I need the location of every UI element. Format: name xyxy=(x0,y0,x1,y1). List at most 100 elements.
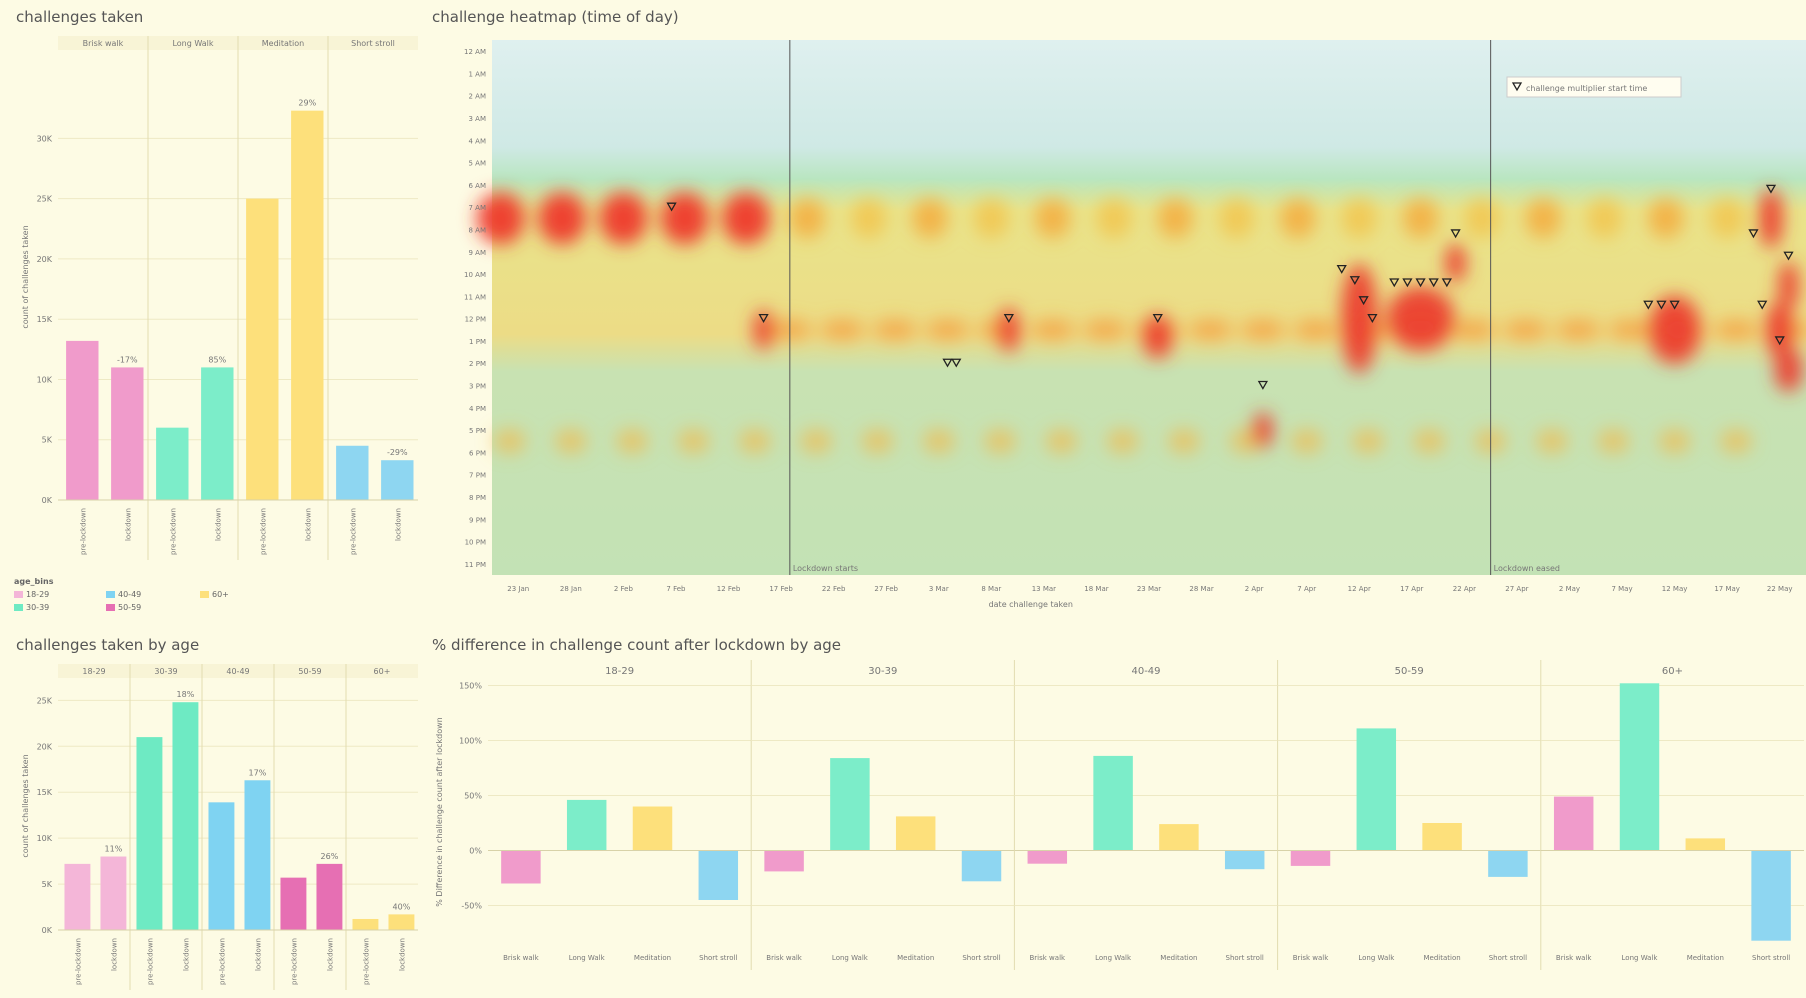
multiplier-marker xyxy=(1765,184,1777,194)
category-label: Long Walk xyxy=(832,954,869,962)
heat-hotspot xyxy=(1758,188,1783,249)
heat-blob-evening xyxy=(1168,429,1201,454)
category-label: Short stroll xyxy=(699,954,737,962)
bar-40-49-Brisk walk xyxy=(1027,850,1068,864)
hour-label: 5 AM xyxy=(468,160,486,168)
heat-blob-evening xyxy=(738,429,771,454)
date-label: 8 Mar xyxy=(981,585,1001,593)
bar-50-59-pre xyxy=(280,877,307,930)
x-tick-label: lockdown xyxy=(398,938,406,971)
hour-label: 3 PM xyxy=(469,383,486,391)
group-header-bg xyxy=(58,36,148,50)
hour-label: 1 PM xyxy=(469,338,486,346)
heatmap-svg: 12 AM 1 AM 2 AM 3 AM 4 AM 5 AM 6 AM 7 AM 8 AM 9 A… xyxy=(464,40,1806,609)
category-label: Long Walk xyxy=(1358,954,1395,962)
x-tick-label: lockdown xyxy=(110,938,118,971)
bar-18-29-Meditation xyxy=(632,806,673,851)
y-tick-label: 5K xyxy=(42,880,53,889)
bar-60+-pre xyxy=(352,918,379,930)
heat-hotspot xyxy=(1341,263,1378,374)
group-header-bg xyxy=(328,36,418,50)
heat-blob-evening xyxy=(616,429,649,454)
bar-18-29-Short stroll xyxy=(698,850,739,900)
category-label: Long Walk xyxy=(1095,954,1132,962)
hour-label: 9 PM xyxy=(469,516,486,524)
multiplier-marker xyxy=(1389,278,1400,288)
challenges-taken-chart: count of challenges taken 0K 5K 10K 15K 20K 25… xyxy=(0,30,425,575)
heat-blob-morning xyxy=(722,192,771,245)
heat-blob-morning xyxy=(1034,198,1071,239)
heatmap-title: challenge heatmap (time of day) xyxy=(432,8,679,26)
group-header: Brisk walk xyxy=(83,39,124,48)
y-tick-label: 0% xyxy=(469,847,482,856)
date-label: 13 Mar xyxy=(1032,585,1056,593)
category-label: Short stroll xyxy=(1752,954,1790,962)
pct-diff-svg: % Difference in challenge count after lo… xyxy=(435,660,1804,970)
category-label: Meditation xyxy=(634,954,671,962)
bar-30-39-Brisk walk xyxy=(764,850,804,872)
bar-50-59-Long Walk xyxy=(1356,728,1397,851)
legend-item-18-29[interactable]: 18-29 xyxy=(14,590,49,599)
hour-label: 9 AM xyxy=(468,249,486,257)
heat-hotspot xyxy=(1252,412,1273,449)
legend-item-30-39[interactable]: 30-39 xyxy=(14,603,49,612)
hour-label: 7 AM xyxy=(468,204,486,212)
pct-change-label: 85% xyxy=(208,355,226,364)
date-label: 2 May xyxy=(1559,585,1580,593)
legend-item-40-49[interactable]: 40-49 xyxy=(106,590,141,599)
group-header: 60+ xyxy=(374,667,391,676)
legend-swatch xyxy=(106,604,115,611)
group-header: 40-49 xyxy=(226,667,249,676)
legend-item-60[interactable]: 60+ xyxy=(200,590,229,599)
heat-hotspot xyxy=(1386,286,1455,351)
pct-diff-chart: % Difference in challenge count after lo… xyxy=(430,658,1806,994)
heat-blob-morning xyxy=(1586,198,1623,239)
y-tick-label: 5K xyxy=(42,436,53,445)
heat-blob-evening xyxy=(1290,429,1323,454)
heat-blob-morning xyxy=(789,198,826,239)
x-tick-label: lockdown xyxy=(394,508,402,541)
heat-blob-evening xyxy=(1352,429,1384,454)
x-tick-label: pre-lockdown xyxy=(290,938,298,985)
heat-blob-noon xyxy=(925,319,970,340)
multiplier-marker xyxy=(951,358,962,368)
multiplier-marker xyxy=(1656,300,1667,310)
hour-label: 5 PM xyxy=(469,427,486,435)
y-tick-label: 0K xyxy=(42,926,53,935)
y-tick-label: -50% xyxy=(461,902,482,911)
heat-blob-noon xyxy=(1503,319,1548,340)
heat-blob-evening xyxy=(984,429,1017,454)
heat-hotspot xyxy=(1142,314,1173,359)
heat-blob-noon xyxy=(820,319,865,340)
heat-hotspot xyxy=(753,309,774,350)
bar-40-49-post xyxy=(244,780,271,930)
by-age-svg: count of challenges taken 0K 5K 10K 15K 20K 25… xyxy=(21,664,418,990)
heat-blob-morning xyxy=(1341,198,1378,239)
legend-swatch xyxy=(200,591,209,598)
x-tick-label: pre-lockdown xyxy=(79,508,87,555)
x-tick-label: lockdown xyxy=(326,938,334,971)
hour-label: 6 PM xyxy=(469,449,486,457)
hour-label: 4 AM xyxy=(468,137,486,145)
heat-blob-morning xyxy=(476,192,525,245)
x-tick-label: lockdown xyxy=(304,508,312,541)
legend-swatch xyxy=(106,591,115,598)
heat-blob-noon xyxy=(1030,319,1075,340)
pct-diff-title: % difference in challenge count after lo… xyxy=(432,636,842,654)
y-tick-label: 15K xyxy=(37,788,53,797)
date-label: 17 Apr xyxy=(1400,585,1423,593)
legend-item-50-59[interactable]: 50-59 xyxy=(106,603,141,612)
pct-change-label: 29% xyxy=(298,99,316,108)
heat-blob-evening xyxy=(1597,429,1630,454)
challenges-taken-svg: count of challenges taken 0K 5K 10K 15K 20K 25… xyxy=(21,36,418,560)
bar-18-29-Brisk walk xyxy=(501,850,541,884)
group-header-bg xyxy=(148,36,238,50)
date-label: 22 Apr xyxy=(1453,585,1476,593)
multiplier-marker xyxy=(1003,313,1014,323)
heat-blob-noon xyxy=(1188,319,1233,340)
multiplier-marker xyxy=(1774,336,1785,346)
bar-40-49-Long Walk xyxy=(1093,755,1133,851)
group-header-bg xyxy=(346,664,418,678)
x-tick-label: lockdown xyxy=(182,938,190,971)
y-tick-label: 10K xyxy=(37,834,53,843)
